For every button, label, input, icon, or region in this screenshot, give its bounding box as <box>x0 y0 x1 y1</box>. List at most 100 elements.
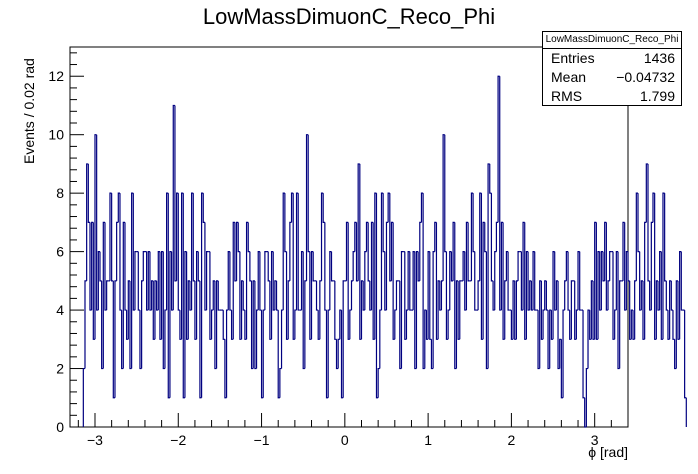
histogram-bin <box>447 309 450 340</box>
histogram-bin <box>334 280 337 340</box>
histogram-bin <box>247 222 250 253</box>
histogram-bin <box>280 309 284 369</box>
histogram-bin <box>585 367 589 427</box>
histogram-bin <box>400 251 404 369</box>
histogram-bin <box>432 251 435 369</box>
histogram-bin <box>262 309 265 398</box>
histogram-bin <box>249 251 252 282</box>
histogram-bin <box>474 251 477 311</box>
histogram-bin <box>607 280 610 311</box>
histogram-bin <box>307 134 310 253</box>
stats-value: −0.04732 <box>616 69 675 85</box>
histogram-bin <box>664 193 667 282</box>
histogram-bin <box>322 193 325 223</box>
x-tick-label: 3 <box>591 432 599 448</box>
histogram-bin <box>324 222 327 311</box>
stats-value: 1.799 <box>639 88 675 104</box>
histogram-bin <box>489 163 492 194</box>
y-tick-label: 2 <box>56 361 64 377</box>
histogram-bin <box>284 193 287 253</box>
x-tick-label: −3 <box>87 432 103 448</box>
histogram-bin <box>319 280 322 340</box>
plot-frame <box>69 46 629 428</box>
histogram-bin <box>405 309 409 340</box>
histogram-bin <box>467 222 470 282</box>
histogram-bin <box>614 309 617 340</box>
histogram-bin <box>680 251 683 311</box>
y-axis-label: Events / 0.02 rad <box>21 58 37 164</box>
stats-row-mean: Mean −0.04732 <box>543 68 681 87</box>
stats-label: RMS <box>551 88 583 104</box>
histogram-bin <box>494 251 497 311</box>
histogram-bin <box>627 251 630 282</box>
histogram-bin <box>84 280 87 369</box>
histogram-bin <box>114 280 117 398</box>
histogram-bin <box>225 309 229 398</box>
histogram-bin <box>564 280 567 311</box>
histogram-bin <box>222 310 225 340</box>
y-tick-label: 10 <box>48 127 64 143</box>
histogram-bin <box>364 251 367 311</box>
histogram-bin <box>582 310 585 399</box>
chart-title: LowMassDimuonC_Reco_Phi <box>202 4 496 29</box>
x-axis-label: ϕ [rad] <box>588 444 628 460</box>
histogram-bin <box>142 251 145 281</box>
y-tick-label: 0 <box>56 419 64 435</box>
histogram-bin <box>570 280 574 340</box>
y-tick-label: 4 <box>56 302 64 318</box>
histogram-bin <box>619 280 622 369</box>
histogram-bin <box>342 280 345 398</box>
histogram-bin <box>515 280 519 340</box>
stats-box: LowMassDimuonC_Reco_Phi Entries 1436 Mea… <box>542 31 682 106</box>
histogram-bin <box>472 193 475 253</box>
histogram-bin <box>684 310 687 399</box>
histogram-bin <box>337 338 340 369</box>
histogram-bin <box>647 163 650 282</box>
histogram-bin <box>394 309 397 340</box>
histogram-bin <box>82 367 85 427</box>
histogram-bin <box>87 163 90 223</box>
histogram-bin <box>202 193 205 223</box>
histogram-bin <box>106 280 109 311</box>
histogram-bin <box>352 251 355 281</box>
histogram-bin <box>579 251 582 311</box>
histogram-bin <box>124 222 127 311</box>
histogram-bin <box>330 251 334 282</box>
histogram-bin <box>134 251 137 311</box>
stats-row-entries: Entries 1436 <box>543 49 681 68</box>
histogram-bin <box>484 222 487 253</box>
histogram-bin <box>382 193 385 253</box>
histogram-bin <box>377 367 380 398</box>
histogram-bin <box>444 134 447 253</box>
histogram-bin <box>229 251 232 311</box>
histogram-bin <box>312 251 315 282</box>
histogram-bin <box>327 309 330 398</box>
histogram-bin <box>119 193 122 311</box>
stats-value: 1436 <box>643 50 675 66</box>
histogram-bin <box>379 309 382 369</box>
histogram-bin <box>534 251 537 311</box>
histogram-bin <box>99 251 102 282</box>
histogram-bin <box>665 280 668 311</box>
stats-title: LowMassDimuonC_Reco_Phi <box>543 32 681 49</box>
histogram-bin <box>409 251 412 311</box>
histogram-bin <box>141 280 144 369</box>
histogram-bin <box>504 280 507 340</box>
histogram-bin <box>275 280 279 311</box>
histogram-bin <box>287 280 290 340</box>
histogram-bin <box>259 251 262 311</box>
histogram-bin <box>487 163 490 369</box>
histogram-bin <box>650 221 653 311</box>
histogram-bin <box>495 221 499 252</box>
histogram-bin <box>137 251 140 311</box>
histogram-bin <box>279 367 282 398</box>
histogram-bin <box>459 280 462 340</box>
histogram-bin <box>164 309 167 369</box>
histogram-bin <box>545 280 549 311</box>
histogram-bin <box>609 251 612 281</box>
histogram-bin <box>517 251 520 281</box>
histogram-bin <box>267 251 270 282</box>
axis-ticks <box>70 52 612 428</box>
histogram-bin <box>644 221 647 340</box>
y-tick-label: 12 <box>48 68 64 84</box>
